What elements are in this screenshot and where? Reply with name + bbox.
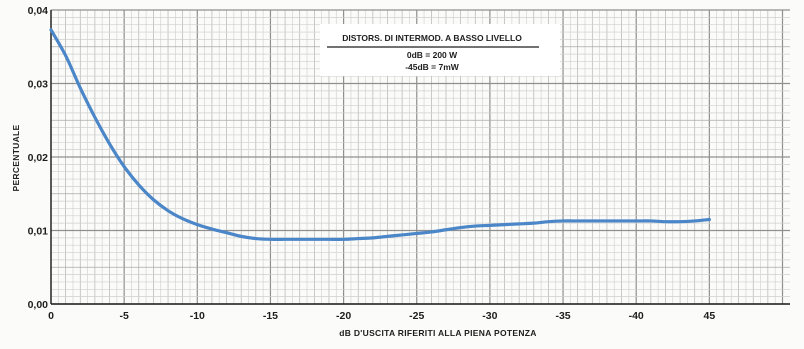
series-line — [49, 28, 711, 241]
x-tick-label: 0 — [48, 310, 54, 322]
x-tick-label: -40 — [629, 310, 644, 322]
legend-box: DISTORS. DI INTERMOD. A BASSO LIVELLO 0d… — [320, 24, 560, 76]
series-layer — [49, 28, 711, 241]
x-tick-label: -35 — [555, 310, 570, 322]
y-tick-label: 0,03 — [28, 79, 49, 91]
x-tick-label: -20 — [336, 310, 351, 322]
x-tick-label: -5 — [119, 310, 128, 322]
legend-line-0db: 0dB = 200 W — [407, 50, 458, 60]
tick-labels: 0 -5 -10 -15 -20 -25 -30 -35 -40 45 0,00 0,01 0,02 0,… — [28, 5, 716, 322]
y-tick-label: 0,01 — [28, 226, 49, 238]
x-tick-label: -10 — [190, 310, 205, 322]
legend-title: DISTORS. DI INTERMOD. A BASSO LIVELLO — [342, 33, 522, 43]
x-axis-title: dB D'USCITA RIFERITI ALLA PIENA POTENZA — [339, 328, 536, 338]
x-tick-label: -30 — [482, 310, 497, 322]
x-tick-label: -15 — [263, 310, 278, 322]
axes — [50, 10, 790, 305]
grid — [50, 9, 790, 305]
y-axis-title: PERCENTUALE — [11, 124, 21, 191]
x-tick-label: -25 — [409, 310, 424, 322]
legend-background — [320, 24, 560, 76]
y-tick-label: 0,00 — [28, 299, 49, 311]
x-tick-label: 45 — [704, 310, 716, 322]
y-tick-label: 0,02 — [28, 152, 49, 164]
legend-line-45db: -45dB = 7mW — [405, 62, 460, 72]
y-tick-label: 0,04 — [28, 5, 49, 17]
